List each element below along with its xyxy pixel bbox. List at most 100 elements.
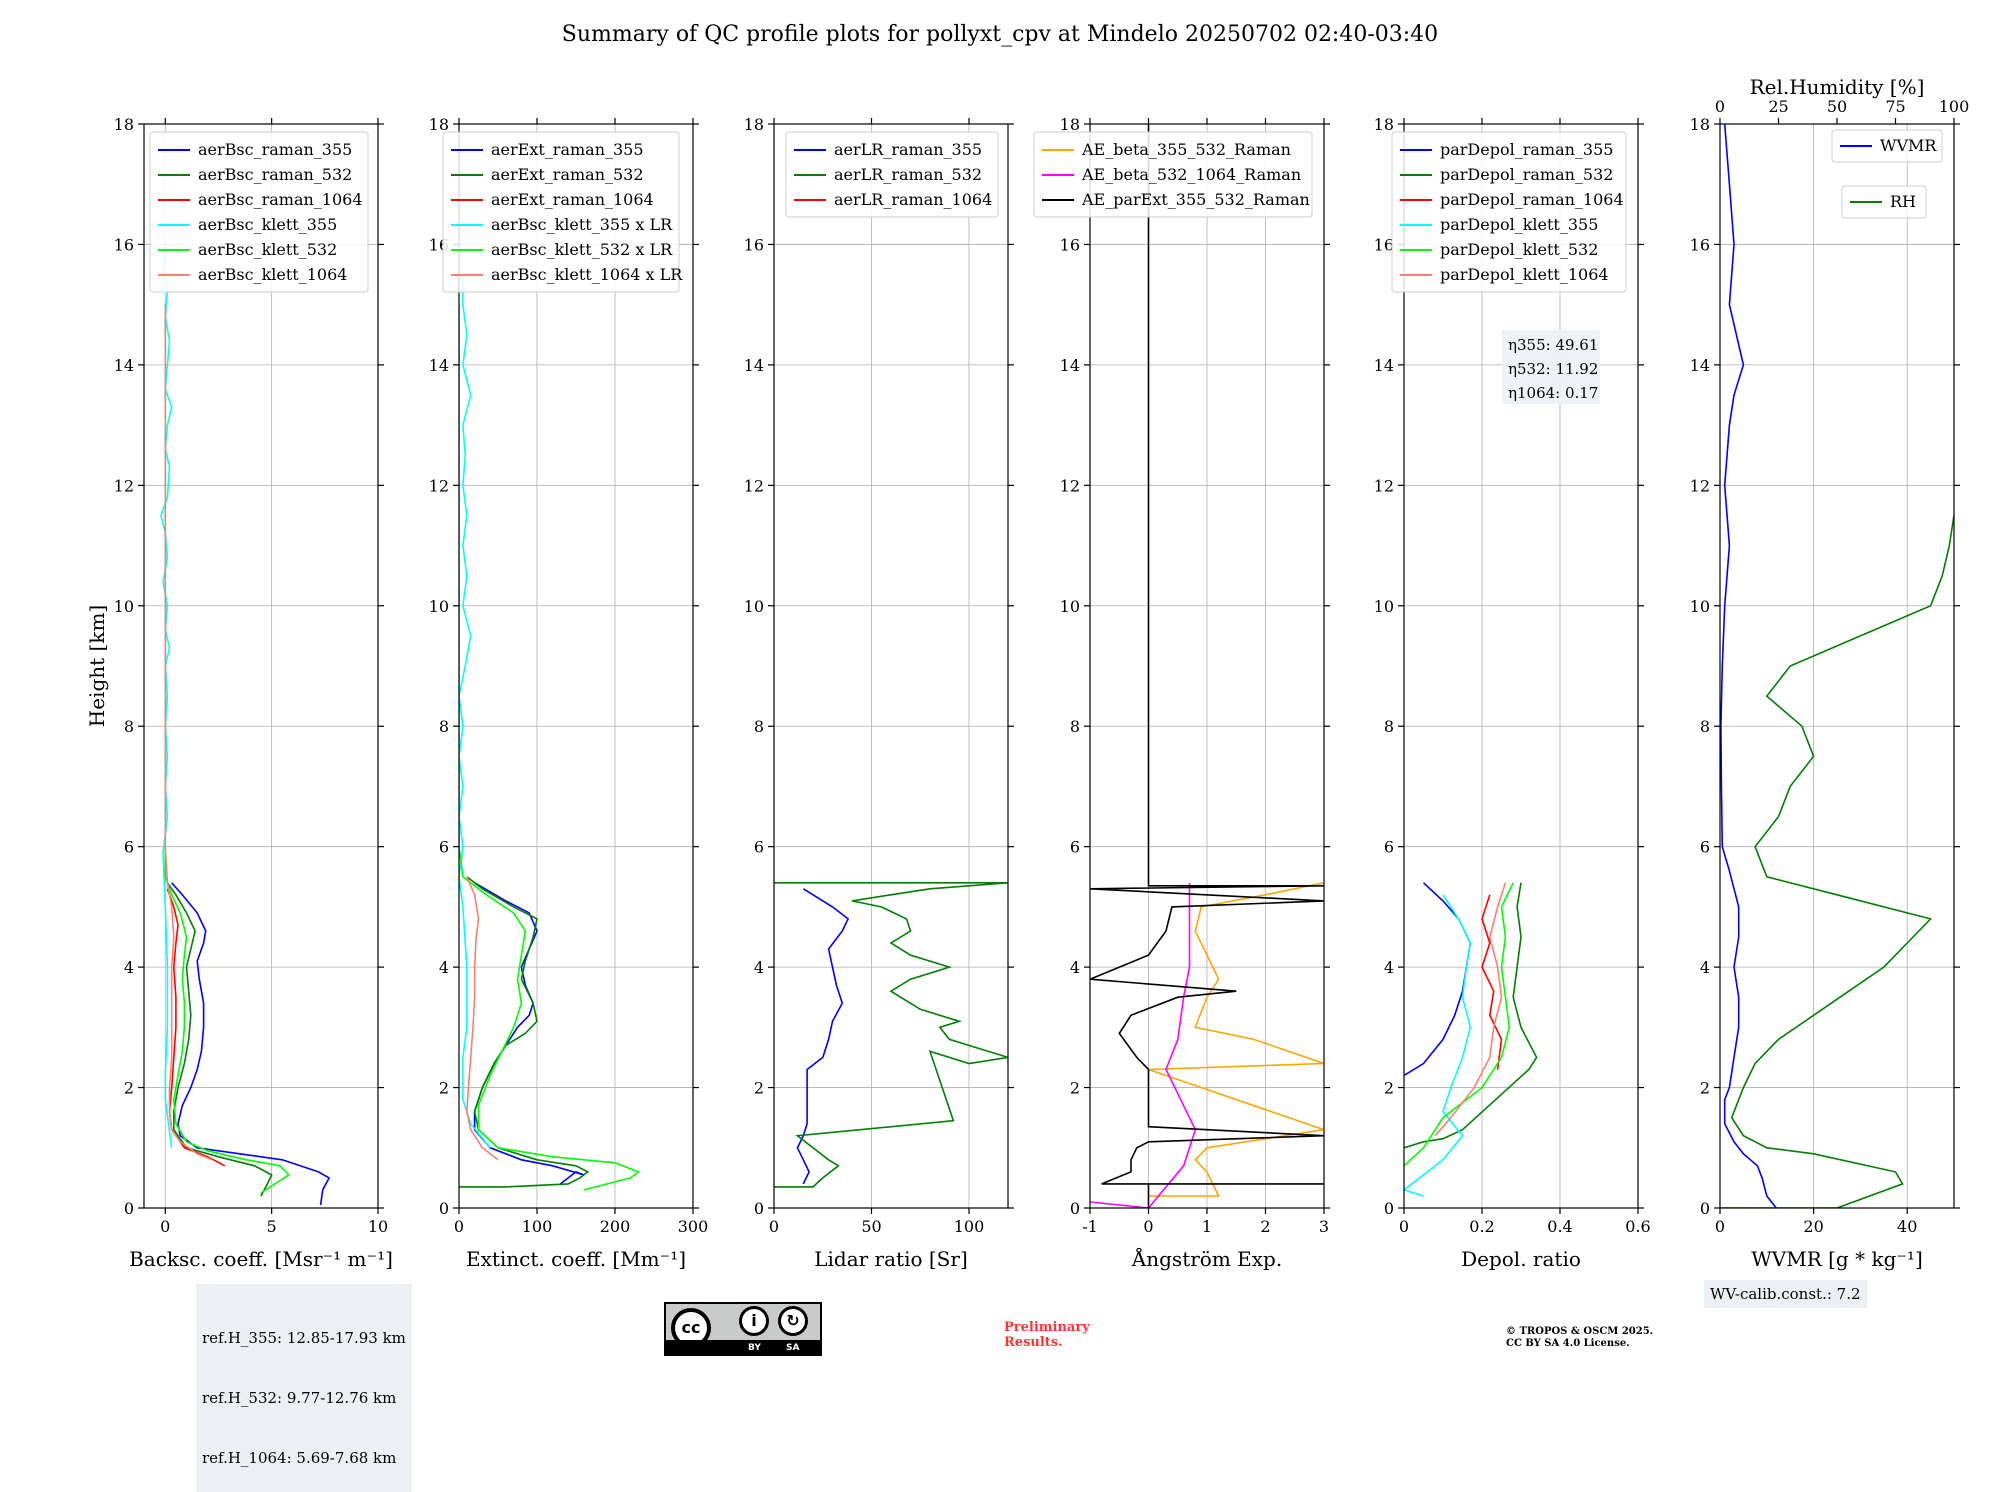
legend-box bbox=[785, 131, 999, 218]
series-aerext-raman-532 bbox=[459, 876, 590, 1188]
y-tick-label: 16 bbox=[1690, 235, 1710, 254]
y-tick-label: 12 bbox=[1690, 476, 1710, 495]
panel-1: 0 5 10 0 2 4 6 8 10 12 14 16 18 Backsc. coeff. [Msr⁻¹… bbox=[114, 115, 393, 1271]
legend: aerBsc_raman_355 aerBsc_raman_532 aerBsc_r… bbox=[149, 131, 369, 293]
y-tick-label: 8 bbox=[439, 717, 449, 736]
eta-line-1: η355: 49.61 bbox=[1508, 336, 1598, 354]
ref-heights-box: ref.H_355: 12.85-17.93 km ref.H_532: 9.7… bbox=[196, 1284, 412, 1492]
legend-label: aerBsc_raman_355 bbox=[198, 140, 352, 159]
legend-box bbox=[1841, 185, 1927, 219]
y-tick-label: 6 bbox=[1700, 838, 1710, 857]
y-tick-label: 0 bbox=[754, 1199, 764, 1218]
legend-box bbox=[149, 131, 369, 293]
y-tick-label: 8 bbox=[1700, 717, 1710, 736]
y-tick-label: 4 bbox=[124, 958, 134, 977]
y-tick-label: 2 bbox=[439, 1079, 449, 1098]
legend-box bbox=[1033, 131, 1313, 218]
y-tick-label: 2 bbox=[1384, 1079, 1394, 1098]
legend: parDepol_raman_355 parDepol_raman_532 parD… bbox=[1391, 131, 1627, 293]
eta-line-3: η1064: 0.17 bbox=[1508, 384, 1598, 402]
series-aerbsc-klett-1064-x-lr bbox=[465, 876, 499, 1161]
x-axis-label: Extinct. coeff. [Mm⁻¹] bbox=[466, 1247, 686, 1271]
legend-label: RH bbox=[1890, 192, 1916, 211]
series-aerbsc-klett-1064 bbox=[164, 304, 213, 1161]
legend-label: aerBsc_klett_1064 bbox=[198, 265, 347, 284]
wv-calib-box: WV-calib.const.: 7.2 bbox=[1704, 1280, 1867, 1308]
series-pardepol-raman-355 bbox=[1404, 882, 1472, 1077]
y-tick-label: 0 bbox=[124, 1199, 134, 1218]
plot-frame bbox=[143, 123, 379, 1209]
legend-label: AE_parExt_355_532_Raman bbox=[1081, 190, 1310, 209]
series-aerbsc-raman-1064 bbox=[166, 888, 226, 1167]
y-tick-label: 12 bbox=[1060, 476, 1080, 495]
legend-label: aerLR_raman_355 bbox=[834, 140, 982, 159]
x-tick-label: 100 bbox=[954, 1217, 985, 1236]
x-tick-label: 0 bbox=[1399, 1217, 1409, 1236]
y-tick-label: 0 bbox=[439, 1199, 449, 1218]
plot-frame bbox=[1719, 123, 1955, 1209]
x-tick-label: 0.2 bbox=[1469, 1217, 1494, 1236]
x2-tick-label: 50 bbox=[1827, 97, 1847, 116]
y-tick-label: 4 bbox=[1070, 958, 1080, 977]
legend-label: aerExt_raman_355 bbox=[491, 140, 644, 159]
legend-label: parDepol_klett_532 bbox=[1440, 240, 1598, 259]
eta-line-2: η532: 11.92 bbox=[1508, 360, 1598, 378]
y-tick-label: 18 bbox=[1374, 115, 1394, 134]
legend-label: aerExt_raman_1064 bbox=[491, 190, 654, 209]
y-tick-label: 18 bbox=[429, 115, 449, 134]
legend-label: parDepol_raman_355 bbox=[1440, 140, 1613, 159]
attribution-icon: i bbox=[739, 1306, 769, 1336]
figure-title: Summary of QC profile plots for pollyxt_… bbox=[561, 22, 1439, 47]
series-ae-beta-355-532-raman bbox=[1148, 882, 1324, 1197]
share-alike-icon: ↻ bbox=[778, 1306, 808, 1336]
series-aerlr-raman-355 bbox=[796, 888, 850, 1185]
y-tick-label: 10 bbox=[1690, 597, 1710, 616]
series-aerbsc-raman-355 bbox=[171, 882, 331, 1206]
panel-3: 0 50 100 0 2 4 6 8 10 12 14 16 18 Lidar ratio [Sr] aer… bbox=[744, 115, 1014, 1271]
series-aerlr-raman-532 bbox=[774, 882, 1008, 1188]
x-tick-label: 0 bbox=[160, 1217, 170, 1236]
x-tick-label: 0.6 bbox=[1625, 1217, 1650, 1236]
y-tick-label: 10 bbox=[1060, 597, 1080, 616]
series-aerbsc-klett-532 bbox=[164, 304, 290, 1194]
y-tick-label: 10 bbox=[1374, 597, 1394, 616]
x2-tick-label: 100 bbox=[1939, 97, 1970, 116]
y-tick-label: 6 bbox=[439, 838, 449, 857]
legend-label: aerBsc_klett_355 bbox=[198, 215, 337, 234]
x-tick-label: 0.4 bbox=[1547, 1217, 1572, 1236]
y-tick-label: 4 bbox=[1700, 958, 1710, 977]
legend-label: AE_beta_532_1064_Raman bbox=[1081, 165, 1301, 184]
series-pardepol-raman-1064 bbox=[1481, 894, 1503, 1070]
ref-height-355: ref.H_355: 12.85-17.93 km bbox=[202, 1329, 406, 1347]
y-tick-label: 2 bbox=[1070, 1079, 1080, 1098]
y-tick-label: 14 bbox=[744, 356, 764, 375]
series-wvmr bbox=[1720, 124, 1777, 1208]
legend-label: aerLR_raman_532 bbox=[834, 165, 982, 184]
y-tick-label: 6 bbox=[124, 838, 134, 857]
legend-label: aerLR_raman_1064 bbox=[834, 190, 992, 209]
copyright-note: © TROPOS & OSCM 2025. CC BY SA 4.0 Licen… bbox=[1506, 1326, 1654, 1349]
y-tick-label: 4 bbox=[1384, 958, 1394, 977]
x-axis-label: Backsc. coeff. [Msr⁻¹ m⁻¹] bbox=[129, 1247, 393, 1271]
y-tick-label: 10 bbox=[744, 597, 764, 616]
y-tick-label: 16 bbox=[744, 235, 764, 254]
series-aerbsc-klett-355 bbox=[160, 244, 173, 1148]
plot-frame bbox=[458, 123, 694, 1209]
legend-label: WVMR bbox=[1880, 136, 1937, 155]
y-tick-label: 16 bbox=[114, 235, 134, 254]
series-ae-parext-355-532-raman bbox=[1090, 124, 1324, 1208]
badge-by-label: BY bbox=[748, 1343, 761, 1353]
x-tick-label: 1 bbox=[1202, 1217, 1212, 1236]
y-tick-label: 10 bbox=[429, 597, 449, 616]
legend-label: parDepol_raman_1064 bbox=[1440, 190, 1624, 209]
x-tick-label: 100 bbox=[522, 1217, 553, 1236]
badge-sa-label: SA bbox=[786, 1343, 800, 1353]
y-tick-label: 6 bbox=[754, 838, 764, 857]
y-tick-label: 0 bbox=[1700, 1199, 1710, 1218]
x2-tick-label: 0 bbox=[1715, 97, 1725, 116]
x-tick-label: 300 bbox=[678, 1217, 709, 1236]
legend-box bbox=[442, 131, 680, 293]
legend: aerExt_raman_355 aerExt_raman_532 aerExt_r… bbox=[442, 131, 683, 293]
